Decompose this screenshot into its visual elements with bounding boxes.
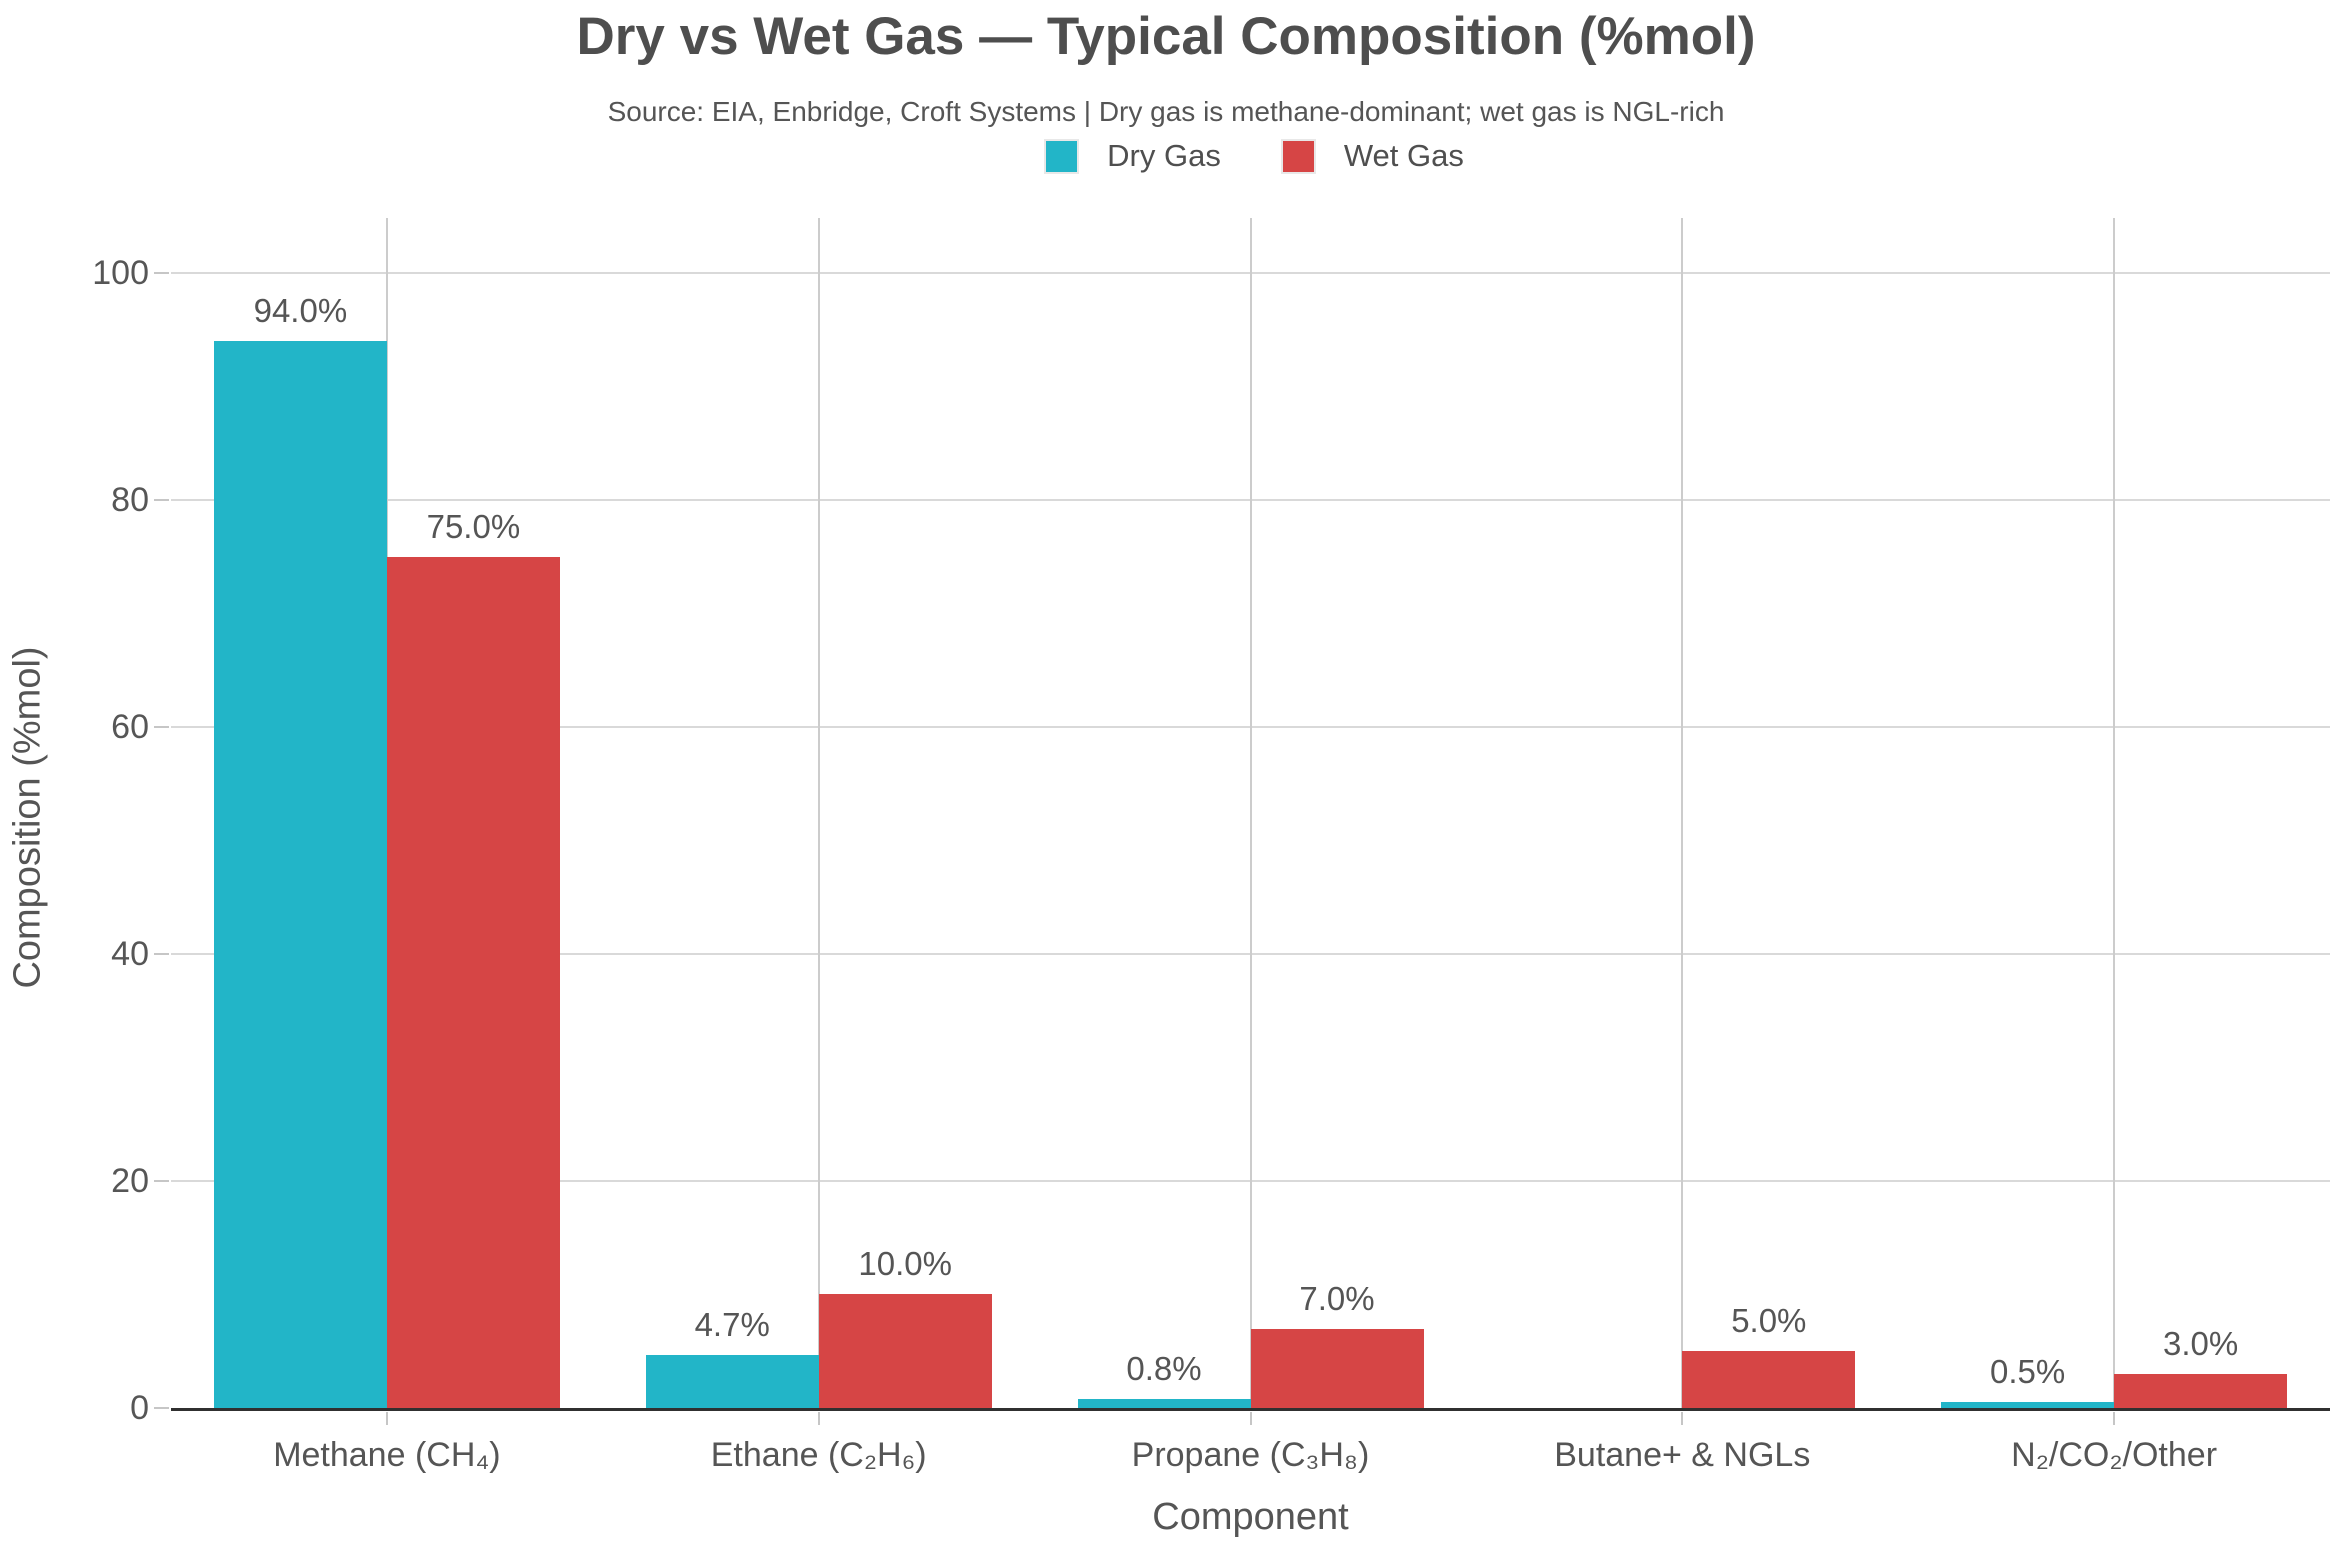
bar-dry-gas <box>213 341 387 1408</box>
bar-dry-gas <box>1941 1402 2115 1408</box>
y-tick <box>154 1180 169 1182</box>
y-tick-label: 60 <box>111 708 149 746</box>
dry-gas-swatch-icon <box>1046 140 1078 172</box>
bar-wet-gas <box>818 1294 992 1408</box>
y-tick <box>154 726 169 728</box>
x-tick <box>385 1412 388 1425</box>
y-tick-label: 40 <box>111 935 149 973</box>
value-label: 94.0% <box>253 292 348 329</box>
legend-item-dry-gas[interactable]: Dry Gas <box>1046 138 1221 174</box>
v-gridline <box>1249 218 1252 1410</box>
plot-area: 0 20 40 60 80 100 Methane (CH₄) 94.0% 75.0% Ethan… <box>92 218 2330 1474</box>
bar-wet-gas <box>1250 1329 1424 1408</box>
chart-subtitle: Source: EIA, Enbridge, Croft Systems | D… <box>607 96 1725 127</box>
y-tick <box>154 1407 169 1409</box>
y-tick-label: 80 <box>111 481 149 519</box>
y-tick-label: 20 <box>111 1162 149 1200</box>
x-tick <box>1249 1412 1252 1425</box>
value-label: 0.5% <box>1989 1353 2066 1390</box>
x-tick <box>817 1412 820 1425</box>
x-tick <box>2113 1412 2116 1425</box>
category-label: Methane (CH₄) <box>273 1436 501 1474</box>
value-label: 5.0% <box>1731 1302 1807 1339</box>
legend-item-wet-gas[interactable]: Wet Gas <box>1282 138 1464 174</box>
bar-wet-gas <box>1682 1351 1856 1408</box>
value-label: 7.0% <box>1299 1280 1375 1317</box>
bar-dry-gas <box>1077 1399 1251 1408</box>
category-label: Propane (C₃H₈) <box>1131 1436 1370 1474</box>
value-label: 75.0% <box>426 508 521 545</box>
y-tick <box>154 499 169 501</box>
value-label: 4.7% <box>694 1306 770 1343</box>
bar-wet-gas <box>386 557 560 1408</box>
x-axis-title: Component <box>1152 1496 1349 1538</box>
legend: Dry Gas Wet Gas <box>0 138 2332 174</box>
value-label: 0.8% <box>1126 1350 1202 1387</box>
y-axis-title: Composition (%mol) <box>6 646 49 989</box>
y-tick <box>154 272 169 274</box>
legend-label-wet-gas: Wet Gas <box>1343 138 1464 173</box>
v-gridline <box>1681 218 1684 1410</box>
v-gridline <box>817 218 820 1410</box>
v-gridline <box>2113 218 2116 1410</box>
value-label: 3.0% <box>2162 1325 2239 1362</box>
category-label: N₂/CO₂/Other <box>2011 1436 2218 1474</box>
bar-wet-gas <box>2114 1374 2288 1408</box>
y-tick <box>154 953 169 955</box>
y-tick-label: 0 <box>130 1389 149 1427</box>
x-axis-line <box>171 1408 2330 1411</box>
category-label: Ethane (C₂H₆) <box>710 1436 927 1474</box>
bar-dry-gas <box>645 1355 819 1408</box>
y-tick-label: 100 <box>92 254 149 292</box>
value-label: 10.0% <box>858 1245 952 1282</box>
category-label: Butane+ & NGLs <box>1554 1436 1811 1474</box>
chart-title: Dry vs Wet Gas — Typical Composition (%m… <box>576 7 1756 66</box>
x-tick <box>1681 1412 1684 1425</box>
wet-gas-swatch-icon <box>1282 140 1314 172</box>
legend-label-dry-gas: Dry Gas <box>1107 138 1221 173</box>
